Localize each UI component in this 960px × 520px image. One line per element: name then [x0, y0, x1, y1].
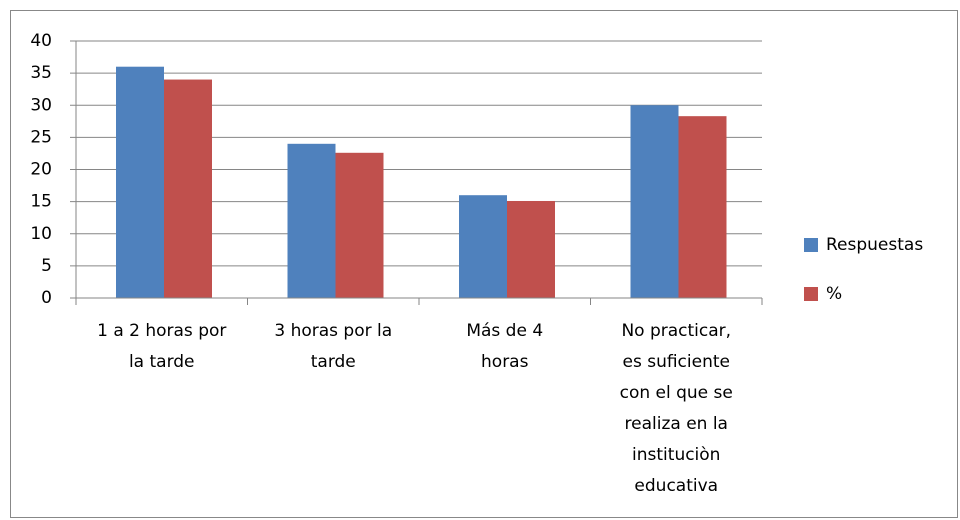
- legend-swatch: [804, 238, 818, 252]
- y-tick-label: 0: [41, 288, 52, 308]
- y-tick-label: 30: [30, 95, 52, 115]
- bar: [459, 195, 507, 298]
- y-tick-label: 20: [30, 160, 52, 180]
- legend-swatch: [804, 287, 818, 301]
- y-tick-label: 35: [30, 63, 52, 83]
- x-tick-label: 3 horas por la tarde: [274, 321, 393, 372]
- y-tick-label: 25: [30, 127, 52, 147]
- y-tick-label: 5: [41, 256, 52, 276]
- bar: [507, 200, 555, 298]
- x-tick-label: No practicar, es suficiente con el que s…: [619, 321, 733, 496]
- legend-label: Respuestas: [826, 235, 923, 255]
- bar: [116, 66, 164, 298]
- legend-label: %: [826, 284, 842, 304]
- bar: [164, 79, 212, 298]
- bar: [678, 116, 727, 298]
- bar: [630, 105, 679, 298]
- y-tick-label: 15: [30, 192, 52, 212]
- bar: [335, 152, 384, 298]
- y-tick-label: 10: [30, 224, 52, 244]
- x-tick-label: Más de 4 horas: [466, 321, 544, 372]
- x-tick-label: 1 a 2 horas por la tarde: [97, 321, 227, 372]
- bar: [287, 143, 336, 298]
- y-tick-label: 40: [30, 31, 52, 51]
